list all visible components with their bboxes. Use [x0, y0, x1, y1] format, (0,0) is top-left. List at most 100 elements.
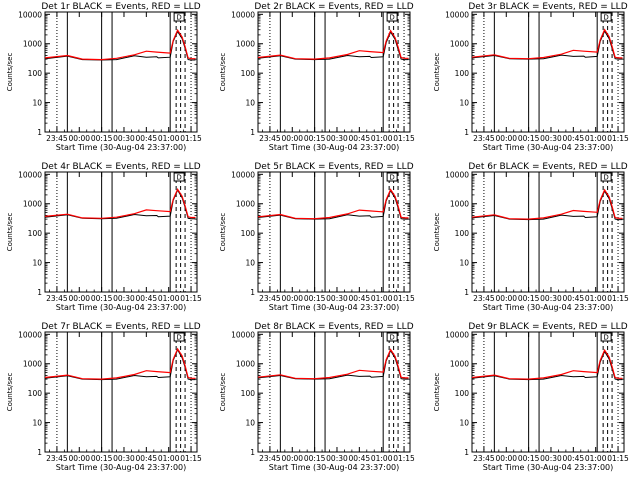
- x-tick-label: 00:00: [281, 454, 303, 463]
- y-tick-label: 1: [464, 128, 469, 137]
- x-tick-label: 00:15: [91, 454, 113, 463]
- y-tick-label: 1000: [236, 360, 255, 369]
- x-tick-label: 01:15: [180, 454, 202, 463]
- x-tick-label: 00:00: [68, 134, 90, 143]
- x-tick-label: 00:00: [495, 294, 517, 303]
- x-tick-label: 01:00: [585, 134, 607, 143]
- x-tick-label: 23:45: [259, 134, 281, 143]
- plot-frame: [44, 11, 198, 133]
- x-axis-label: Start Time (30-Aug-04 23:37:00): [483, 463, 614, 472]
- plot-frame: [44, 331, 198, 453]
- x-tick-label: 00:30: [540, 294, 562, 303]
- y-tick-label: 1: [250, 448, 255, 457]
- panel-det-5: Det 5r BLACK = Events, RED = LLD Counts/s…: [219, 162, 415, 312]
- x-axis-label: Start Time (30-Aug-04 23:37:00): [269, 463, 400, 472]
- series-line-lld: [471, 188, 623, 220]
- y-axis-label: Counts/sec: [219, 213, 227, 252]
- y-tick-label: 10: [32, 99, 42, 108]
- panel-title: Det 5r BLACK = Events, RED = LLD: [254, 162, 413, 172]
- x-tick-label: 23:45: [473, 454, 495, 463]
- x-tick-label: 00:45: [563, 134, 585, 143]
- panel-title: Det 7r BLACK = Events, RED = LLD: [41, 322, 200, 332]
- marker-label: D: [603, 174, 608, 182]
- x-tick-label: 01:15: [393, 294, 415, 303]
- x-tick-label: 01:15: [607, 454, 629, 463]
- x-tick-label: 00:45: [349, 294, 371, 303]
- x-tick-label: 00:45: [563, 294, 585, 303]
- marker-label: D: [176, 174, 181, 182]
- y-axis-label: Counts/sec: [6, 53, 14, 92]
- panel-det-2: Det 2r BLACK = Events, RED = LLD Counts/s…: [219, 2, 415, 152]
- series-line-lld: [257, 29, 409, 60]
- marker-box: [386, 172, 398, 182]
- y-tick-label: 1: [250, 128, 255, 137]
- x-tick-label: 01:00: [585, 294, 607, 303]
- panel-det-7: Det 7r BLACK = Events, RED = LLD Counts/s…: [6, 322, 202, 472]
- y-tick-label: 1: [250, 288, 255, 297]
- series-line-lld: [44, 28, 196, 61]
- series-line-lld: [44, 188, 196, 219]
- marker-label: D: [603, 14, 608, 22]
- x-tick-label: 23:45: [473, 294, 495, 303]
- y-tick-label: 100: [455, 229, 470, 238]
- y-tick-label: 10: [32, 259, 42, 268]
- x-tick-label: 01:00: [158, 294, 180, 303]
- x-tick-label: 00:45: [563, 454, 585, 463]
- plot-frame: [257, 331, 411, 453]
- marker-box: [600, 332, 612, 342]
- y-tick-label: 100: [28, 69, 43, 78]
- y-tick-label: 1: [464, 448, 469, 457]
- x-tick-label: 00:30: [113, 454, 135, 463]
- x-tick-label: 01:00: [371, 454, 393, 463]
- panel-title: Det 2r BLACK = Events, RED = LLD: [254, 2, 413, 12]
- x-tick-label: 00:00: [68, 294, 90, 303]
- y-tick-label: 100: [455, 389, 470, 398]
- y-axis-label: Counts/sec: [219, 53, 227, 92]
- x-tick-label: 00:15: [304, 134, 326, 143]
- marker-label: D: [603, 334, 608, 342]
- y-tick-label: 10000: [18, 330, 42, 339]
- panel-title: Det 1r BLACK = Events, RED = LLD: [41, 2, 200, 12]
- x-tick-label: 01:00: [158, 454, 180, 463]
- y-tick-label: 1000: [23, 40, 42, 49]
- x-tick-label: 01:15: [393, 134, 415, 143]
- x-axis-label: Start Time (30-Aug-04 23:37:00): [269, 143, 400, 152]
- x-tick-label: 00:00: [68, 454, 90, 463]
- y-tick-label: 100: [241, 229, 256, 238]
- y-tick-label: 100: [455, 69, 470, 78]
- x-axis-label: Start Time (30-Aug-04 23:37:00): [483, 303, 614, 312]
- y-axis-label: Counts/sec: [6, 213, 14, 252]
- x-tick-label: 00:30: [326, 454, 348, 463]
- x-tick-label: 01:15: [393, 454, 415, 463]
- plot-frame: [471, 331, 625, 453]
- x-tick-label: 00:45: [349, 454, 371, 463]
- marker-box: [173, 12, 185, 22]
- y-tick-label: 100: [241, 69, 256, 78]
- y-tick-label: 1000: [450, 360, 469, 369]
- y-tick-label: 1000: [23, 360, 42, 369]
- x-tick-label: 00:30: [540, 134, 562, 143]
- y-tick-label: 100: [241, 389, 256, 398]
- panel-title: Det 4r BLACK = Events, RED = LLD: [41, 162, 200, 172]
- x-tick-label: 01:15: [607, 134, 629, 143]
- x-tick-label: 00:00: [281, 294, 303, 303]
- x-tick-label: 01:15: [180, 294, 202, 303]
- plot-frame: [44, 171, 198, 293]
- y-axis-label: Counts/sec: [433, 53, 441, 92]
- y-tick-label: 1000: [236, 200, 255, 209]
- x-tick-label: 00:45: [136, 454, 158, 463]
- x-tick-label: 23:45: [46, 454, 68, 463]
- x-tick-label: 23:45: [259, 294, 281, 303]
- x-tick-label: 00:15: [304, 294, 326, 303]
- y-tick-label: 1: [37, 288, 42, 297]
- y-axis-label: Counts/sec: [433, 373, 441, 412]
- x-tick-label: 00:30: [326, 134, 348, 143]
- y-tick-label: 1: [37, 128, 42, 137]
- marker-box: [173, 332, 185, 342]
- x-tick-label: 23:45: [473, 134, 495, 143]
- x-axis-label: Start Time (30-Aug-04 23:37:00): [56, 303, 187, 312]
- y-tick-label: 1: [464, 288, 469, 297]
- y-tick-label: 10000: [445, 330, 469, 339]
- y-tick-label: 1000: [450, 200, 469, 209]
